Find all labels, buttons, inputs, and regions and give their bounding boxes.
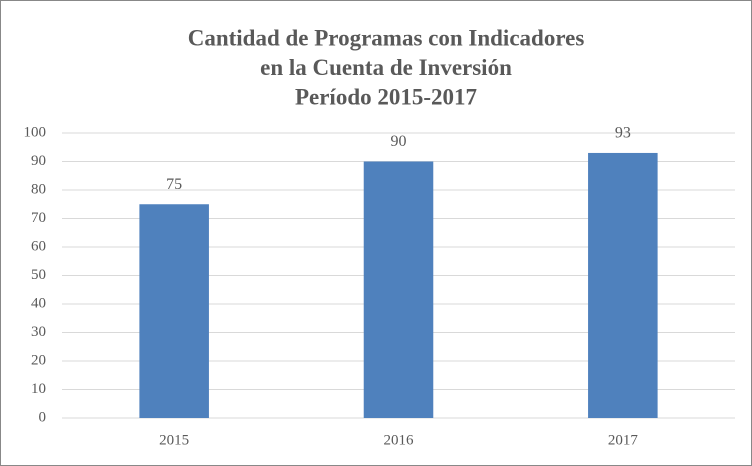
y-tick-label: 30 (31, 324, 46, 340)
value-label: 90 (391, 133, 407, 150)
chart-title: Período 2015-2017 (295, 84, 477, 109)
y-tick-label: 100 (24, 124, 47, 140)
bar (588, 152, 658, 418)
bar (363, 161, 434, 418)
x-tick-label: 2017 (608, 432, 639, 448)
y-tick-label: 50 (31, 267, 46, 283)
y-tick-label: 70 (31, 210, 46, 226)
y-tick-label: 60 (31, 238, 46, 254)
value-label: 93 (615, 125, 631, 142)
x-tick-label: 2016 (384, 432, 415, 448)
y-tick-label: 40 (31, 295, 46, 311)
y-tick-label: 20 (31, 352, 46, 368)
y-tick-label: 80 (31, 181, 46, 197)
y-tick-label: 90 (31, 153, 46, 169)
y-tick-label: 10 (31, 381, 46, 397)
chart-title: Cantidad de Programas con Indicadores (188, 25, 585, 50)
y-tick-label: 0 (39, 409, 47, 425)
value-label: 75 (166, 176, 182, 193)
chart-title: en la Cuenta de Inversión (260, 55, 512, 80)
x-tick-label: 2015 (159, 432, 189, 448)
bar (139, 204, 209, 418)
